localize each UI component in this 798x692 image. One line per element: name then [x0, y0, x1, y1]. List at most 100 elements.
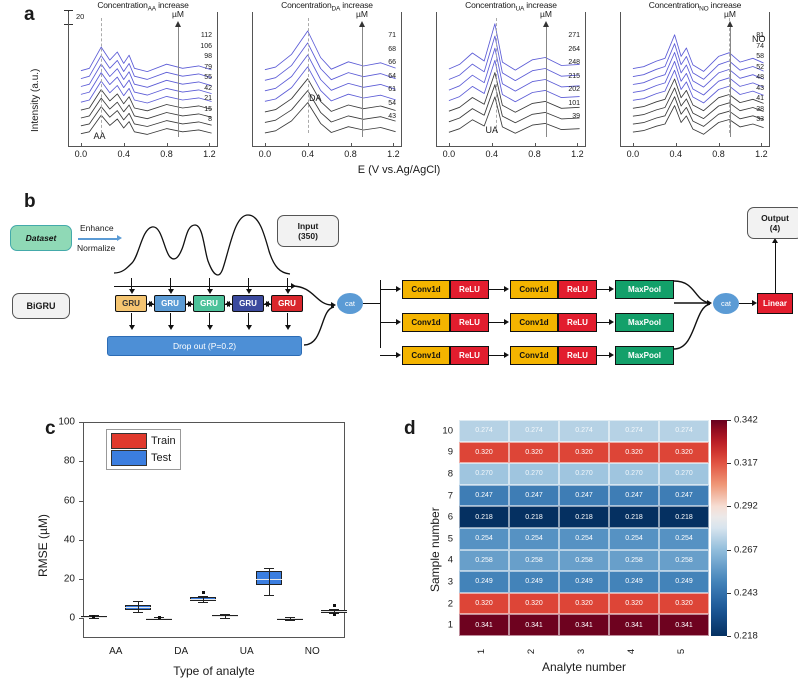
relu-node-r2-2[interactable]: ReLU — [558, 313, 597, 332]
dataset-node[interactable]: Dataset — [10, 225, 72, 251]
linear-to-output-line — [775, 243, 777, 293]
conv1d-node-r2-1[interactable]: Conv1d — [402, 313, 450, 332]
output-arrow-head — [771, 238, 778, 243]
concentration-value: 33 — [756, 116, 764, 124]
gru-output-arrow — [206, 325, 213, 330]
heatmap-cell: 0.341 — [509, 614, 559, 636]
gru-input-arrow — [206, 289, 213, 294]
relu-node-r1-2[interactable]: ReLU — [558, 280, 597, 299]
gru-cell-2[interactable]: GRU — [154, 295, 186, 312]
whisker-line — [224, 613, 226, 618]
xtick-label: 0.4 — [301, 149, 314, 159]
relu-node-r2-1[interactable]: ReLU — [450, 313, 489, 332]
gru-cell-3[interactable]: GRU — [193, 295, 225, 312]
dropout-node[interactable]: Drop out (P=0.2) — [107, 336, 302, 356]
boxplot-legend: Train Test — [106, 429, 181, 470]
heatmap-cell: 0.247 — [609, 484, 659, 507]
conv1d-node-r3-2[interactable]: Conv1d — [510, 346, 558, 365]
pool-link-arrow-3 — [609, 352, 614, 358]
cat1-in-arrow — [331, 302, 336, 308]
panel-a-ylabel: Intensity (a.u.) — [30, 68, 41, 132]
whisker-cap — [285, 616, 296, 618]
cat-node-2[interactable]: cat — [713, 293, 739, 314]
concentration-value: 106 — [200, 42, 212, 50]
heatmap-cell: 0.341 — [559, 614, 609, 636]
c-xtick-label-NO: NO — [304, 646, 320, 657]
voltammogram-title-AA: ConcentrationAA increase — [97, 0, 189, 13]
gru-cell-4[interactable]: GRU — [232, 295, 264, 312]
heatmap-cell: 0.320 — [659, 592, 709, 615]
legend-swatch-test — [111, 450, 147, 466]
xtick-label: 0.0 — [74, 149, 88, 159]
gru-cell-5[interactable]: GRU — [271, 295, 303, 312]
heatmap-cell: 0.274 — [659, 420, 709, 442]
concentration-value: 52 — [756, 63, 764, 71]
conv1d-node-r1-2[interactable]: Conv1d — [510, 280, 558, 299]
concentration-value: 64 — [388, 72, 396, 80]
conv-link-1 — [489, 289, 506, 291]
heatmap-cell: 0.320 — [509, 592, 559, 615]
maxpool-node-2[interactable]: MaxPool — [615, 313, 674, 332]
xtick-mark — [675, 143, 677, 147]
heatmap-cell: 0.218 — [659, 506, 709, 528]
conv1d-node-r3-1[interactable]: Conv1d — [402, 346, 450, 365]
whisker-cap — [329, 608, 340, 610]
linear-node[interactable]: Linear — [757, 293, 793, 314]
concentration-value: 112 — [200, 32, 212, 39]
gru-cell-1[interactable]: GRU — [115, 295, 147, 312]
input-label: Input — [297, 221, 319, 231]
d-ytick-label: 2 — [447, 598, 453, 610]
conv1d-node-r1-1[interactable]: Conv1d — [402, 280, 450, 299]
relu-node-r3-1[interactable]: ReLU — [450, 346, 489, 365]
concentration-value: 71 — [388, 32, 396, 39]
xtick-label: 0.8 — [344, 149, 357, 159]
xtick-label: 1.2 — [203, 149, 216, 159]
conv1d-node-r2-2[interactable]: Conv1d — [510, 313, 558, 332]
whisker-line — [290, 616, 292, 620]
enhance-arrow — [78, 238, 118, 240]
c-ytick-mark — [79, 579, 83, 581]
concentration-value: 54 — [388, 99, 396, 107]
gru-output-line — [209, 313, 211, 326]
relu-node-r3-2[interactable]: ReLU — [558, 346, 597, 365]
analyte-tag-DA: DA — [309, 93, 322, 103]
branch-line-1 — [380, 289, 398, 291]
heatmap-cell: 0.258 — [559, 549, 609, 572]
heatmap-cell: 0.254 — [559, 528, 609, 550]
unit-label: µM — [356, 9, 368, 19]
xtick-mark — [123, 143, 125, 147]
input-size: (350) — [298, 231, 318, 241]
heatmap-cell: 0.247 — [559, 484, 609, 507]
heatmap-cell: 0.249 — [459, 571, 509, 593]
heatmap-cell: 0.258 — [609, 549, 659, 572]
analyte-tag-AA: AA — [93, 130, 106, 141]
c-xtick-label-DA: DA — [174, 646, 189, 657]
cat-node-1[interactable]: cat — [337, 293, 363, 314]
colorbar-tick-label: 0.317 — [734, 457, 758, 469]
output-node[interactable]: Output (4) — [747, 207, 798, 239]
xtick-mark — [350, 143, 352, 147]
relu-node-r1-1[interactable]: ReLU — [450, 280, 489, 299]
branch-bus — [380, 280, 382, 348]
colorbar-tick-mark — [727, 592, 731, 594]
conv-link-arrow-1 — [504, 286, 509, 292]
branch-line-3 — [380, 355, 398, 357]
heatmap-cell: 0.254 — [459, 528, 509, 550]
c-ytick-mark — [79, 618, 83, 620]
input-node[interactable]: Input (350) — [277, 215, 339, 247]
voltammogram-plot-AA — [68, 12, 218, 147]
pool-link-3 — [597, 355, 611, 357]
gru-input-line — [209, 278, 211, 290]
gru-input-arrow — [245, 289, 252, 294]
maxpool-node-3[interactable]: MaxPool — [615, 346, 674, 365]
branch-arrow-3 — [396, 352, 401, 358]
maxpool-node-1[interactable]: MaxPool — [615, 280, 674, 299]
output-label: Output — [761, 213, 789, 223]
branch-arrow-1 — [396, 286, 401, 292]
legend-item-train: Train — [111, 433, 176, 449]
d-xtick-label: 4 — [626, 648, 638, 655]
voltammogram-curves-NO — [632, 34, 764, 135]
voltammogram-plot-UA — [436, 12, 586, 147]
heatmap-cell: 0.254 — [659, 528, 709, 550]
heatmap-cell: 0.320 — [609, 592, 659, 615]
